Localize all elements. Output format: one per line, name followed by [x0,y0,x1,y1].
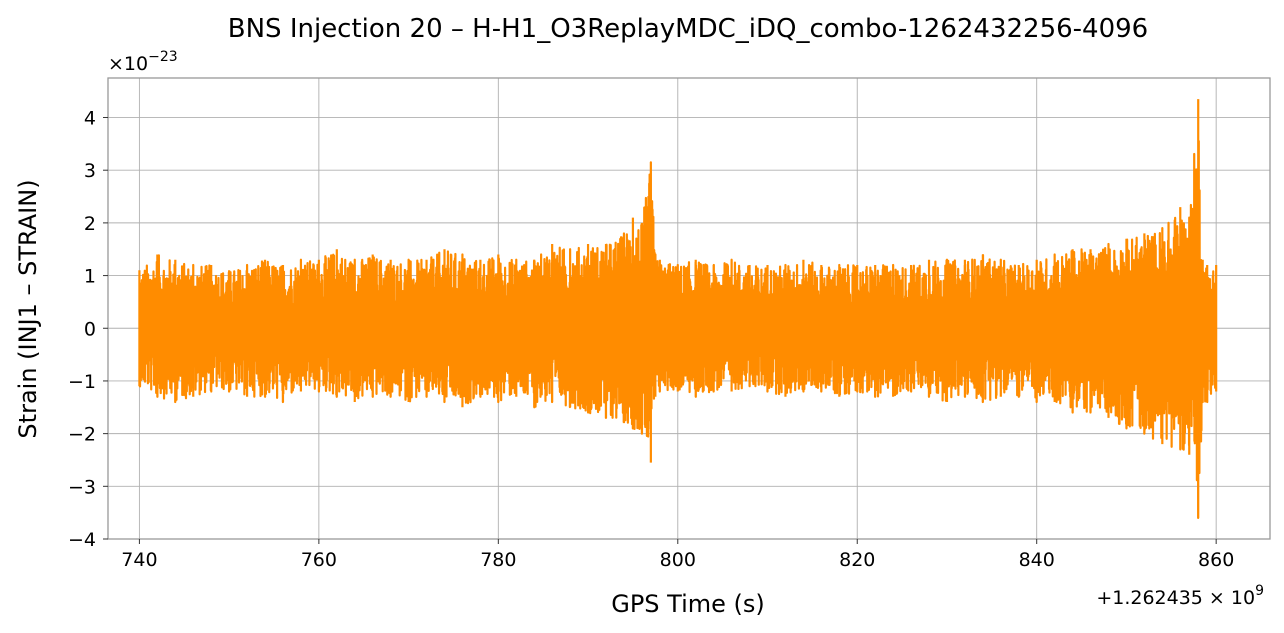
y-tick-label: 2 [84,213,96,235]
y-tick-label: −2 [68,424,96,446]
x-tick-label: 840 [1019,549,1055,571]
strain-series-line [138,99,1218,520]
x-tick-label: 820 [839,549,875,571]
y-tick-label: −1 [68,371,96,393]
y-axis-label: Strain (INJ1 – STRAIN) [14,179,42,438]
x-axis-label: GPS Time (s) [611,590,765,618]
y-tick-label: 1 [84,266,96,288]
y-tick-label: 4 [84,108,96,130]
x-tick-label: 860 [1198,549,1234,571]
y-tick-label: −4 [68,529,96,551]
y-axis-ticks: −4 −3 −2 −1 0 1 2 3 4 [68,108,108,551]
y-tick-label: 0 [84,318,96,340]
y-tick-label: 3 [84,160,96,182]
x-axis-ticks: 740 760 780 800 820 840 860 [121,539,1234,571]
y-tick-label: −3 [68,476,96,498]
y-scale-factor: ×10−23 [108,49,178,75]
x-tick-label: 740 [121,549,157,571]
chart-title: BNS Injection 20 – H-H1_O3ReplayMDC_iDQ_… [228,14,1148,44]
plot-frame [107,77,1271,540]
x-offset-factor: +1.262435 × 109 [1096,583,1264,609]
x-tick-label: 800 [660,549,696,571]
plot-series-group [138,99,1218,520]
x-tick-label: 760 [301,549,337,571]
x-tick-label: 780 [480,549,516,571]
